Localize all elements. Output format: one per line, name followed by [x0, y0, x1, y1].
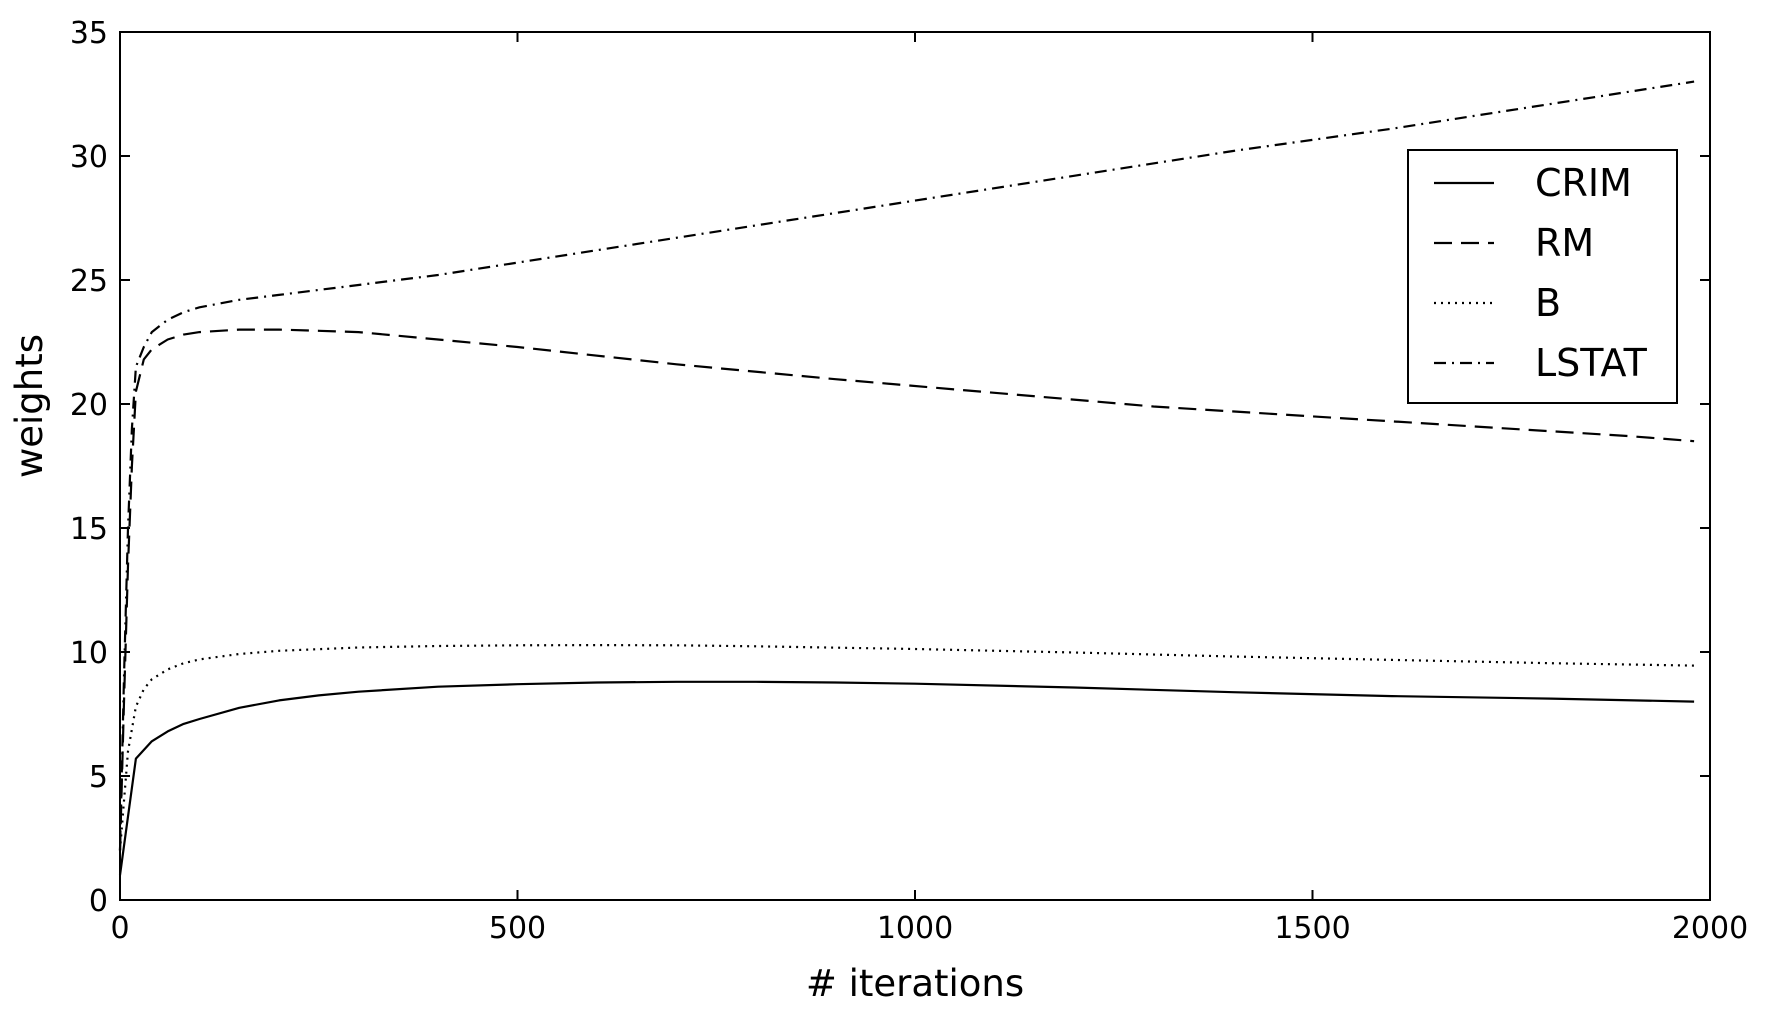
series-line-b	[118, 643, 1695, 851]
ticks-layer: 0 500 1000 1500 2000 0 5 10 15 20 25 30 35	[70, 16, 1748, 946]
legend: CRIM RM B LSTAT	[1407, 149, 1678, 404]
y-tick-label: 20	[70, 388, 108, 423]
series-line-crim	[118, 680, 1695, 876]
legend-label-crim: CRIM	[1535, 161, 1632, 205]
x-tick-label: 1000	[877, 911, 953, 946]
legend-box	[1407, 149, 1678, 404]
y-tick-label: 5	[89, 760, 108, 795]
x-tick-label: 500	[489, 911, 546, 946]
x-tick-label: 1500	[1274, 911, 1350, 946]
series-layer	[118, 80, 1695, 876]
y-tick-label: 10	[70, 636, 108, 671]
series-line-lstat	[118, 80, 1695, 851]
y-tick-label: 35	[70, 16, 108, 51]
x-tick-label: 2000	[1672, 911, 1748, 946]
y-tick-label: 30	[70, 140, 108, 175]
legend-label-lstat: LSTAT	[1535, 341, 1648, 385]
y-tick-label: 25	[70, 264, 108, 299]
x-axis-title: # iterations	[806, 962, 1024, 1005]
y-tick-label: 0	[89, 884, 108, 919]
y-tick-label: 15	[70, 512, 108, 547]
legend-label-b: B	[1535, 281, 1561, 325]
series-line-rm	[118, 328, 1695, 851]
legend-label-rm: RM	[1535, 221, 1594, 265]
y-axis-title: weights	[8, 334, 51, 478]
x-tick-label: 0	[110, 911, 129, 946]
